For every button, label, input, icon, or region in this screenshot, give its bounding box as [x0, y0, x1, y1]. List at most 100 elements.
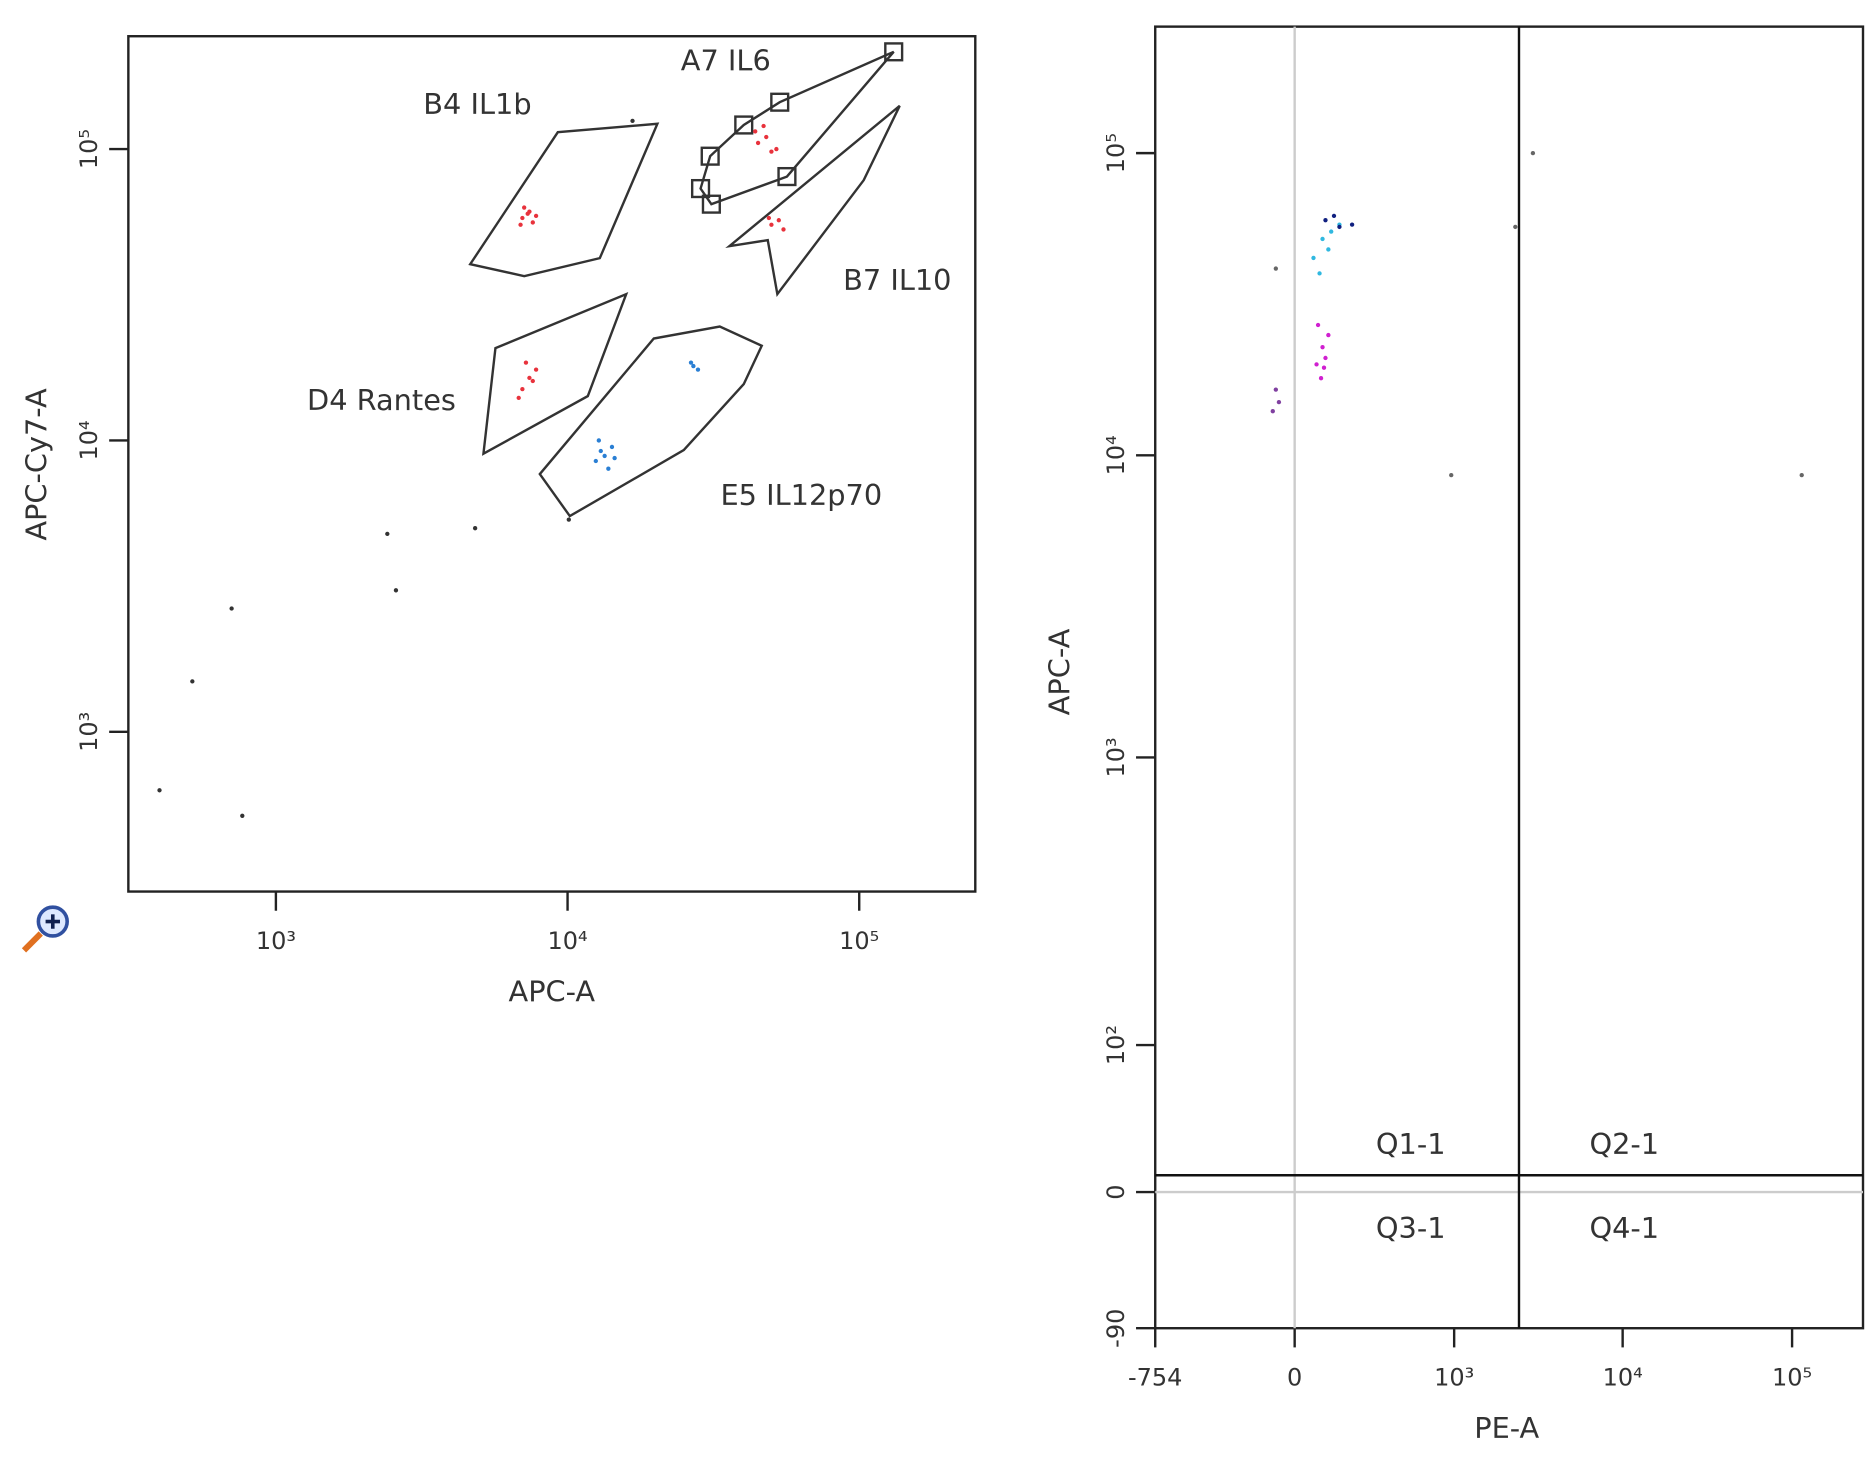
event-dot — [1329, 229, 1334, 234]
event-dot — [1349, 222, 1355, 227]
event-dot — [598, 448, 603, 454]
y-tick-label: 10⁵ — [75, 129, 103, 169]
event-dot — [774, 146, 779, 152]
y-axis-label: APC-Cy7-A — [19, 388, 53, 541]
event-dot — [385, 531, 390, 537]
x-tick-label: 10⁵ — [839, 927, 879, 955]
x-tick-label: 0 — [1287, 1364, 1302, 1392]
handle[interactable] — [884, 42, 904, 62]
event-dot — [1276, 399, 1282, 405]
event-dot — [1320, 345, 1325, 350]
y-axis-label: APC-A — [1043, 628, 1077, 715]
event-dot — [1311, 255, 1316, 261]
x-tick-label: 10³ — [1434, 1364, 1474, 1392]
event-dot — [596, 438, 601, 443]
event-dot — [1315, 322, 1321, 328]
y-tick-label: 10³ — [75, 712, 103, 752]
event-dot — [1314, 362, 1319, 367]
event-dot — [472, 526, 478, 531]
x-tick-label: 10³ — [256, 927, 296, 955]
event-dot — [516, 395, 521, 401]
event-dot — [566, 517, 571, 522]
handle[interactable] — [777, 166, 797, 187]
event-dot — [630, 118, 635, 124]
gate-label: D4 Rantes — [307, 383, 456, 417]
event-dot — [593, 458, 598, 464]
gate[interactable] — [725, 104, 901, 298]
event-dot — [157, 788, 162, 793]
handle[interactable] — [701, 194, 721, 214]
event-dot — [1323, 218, 1328, 223]
handle[interactable] — [734, 115, 754, 135]
event-dot — [240, 813, 245, 818]
event-dot — [1273, 266, 1278, 271]
event-dot — [1317, 271, 1322, 276]
event-dot — [688, 360, 694, 365]
handle[interactable] — [690, 178, 711, 199]
event-dot — [530, 220, 535, 225]
quadrant-label: Q1-1 — [1376, 1127, 1446, 1161]
event-dot — [769, 149, 774, 154]
y-tick-label: 10² — [1102, 1025, 1130, 1065]
event-dot — [769, 222, 774, 227]
plot-frame — [1154, 25, 1865, 1330]
gate-label: B4 IL1b — [423, 87, 531, 121]
event-dot — [533, 367, 539, 372]
event-dot — [781, 227, 786, 232]
event-dot — [527, 375, 532, 381]
x-tick-label: 10⁴ — [1603, 1364, 1643, 1392]
event-dot — [1530, 150, 1536, 156]
handle[interactable] — [770, 92, 790, 112]
gates — [468, 42, 904, 518]
gate[interactable] — [481, 291, 629, 456]
y-tick-label: 0 — [1102, 1184, 1130, 1199]
event-dot — [612, 455, 617, 461]
event-dot — [695, 367, 701, 372]
event-dot — [527, 209, 532, 214]
event-dot — [530, 378, 535, 384]
event-dot — [1513, 224, 1518, 230]
gate-handles — [690, 42, 904, 214]
x-axis-label: PE-A — [1474, 1411, 1539, 1445]
gate[interactable] — [468, 122, 660, 278]
gate-label: A7 IL6 — [681, 44, 771, 78]
event-dot — [190, 679, 195, 684]
event-dot — [533, 213, 539, 219]
quadrant-label: Q2-1 — [1589, 1127, 1659, 1161]
gate-label: E5 IL12p70 — [720, 478, 882, 512]
gate[interactable] — [538, 325, 764, 518]
event-dot — [691, 363, 696, 369]
y-tick-label: 10⁵ — [1102, 133, 1130, 173]
plot-frame — [127, 35, 977, 893]
event-dot — [1799, 472, 1804, 478]
event-dot — [1270, 409, 1275, 414]
zoom-icon[interactable] — [21, 905, 69, 953]
x-axis-label: APC-A — [509, 975, 596, 1009]
event-dot — [602, 453, 607, 459]
event-dot — [523, 360, 529, 365]
gate[interactable] — [699, 50, 895, 206]
event-dot — [393, 588, 399, 593]
y-tick-label: 10⁴ — [75, 420, 103, 460]
event-dot — [1326, 332, 1331, 338]
event-dot — [1331, 213, 1337, 219]
event-dot — [606, 466, 611, 471]
event-dot — [1320, 236, 1325, 242]
quadrant-label: Q4-1 — [1589, 1211, 1659, 1245]
event-dot — [1326, 247, 1331, 252]
event-dot — [764, 134, 769, 140]
gate-label: B7 IL10 — [843, 263, 951, 297]
handle[interactable] — [700, 146, 720, 166]
event-dot — [1323, 355, 1328, 361]
event-dot — [1337, 224, 1342, 230]
event-dot — [1321, 365, 1327, 370]
event-dot — [753, 129, 758, 134]
event-dot — [755, 140, 761, 146]
x-tick-label: -754 — [1128, 1364, 1182, 1392]
event-dot — [766, 215, 772, 221]
event-dot — [518, 222, 523, 227]
event-dot — [1318, 376, 1324, 381]
event-dot — [520, 386, 525, 392]
